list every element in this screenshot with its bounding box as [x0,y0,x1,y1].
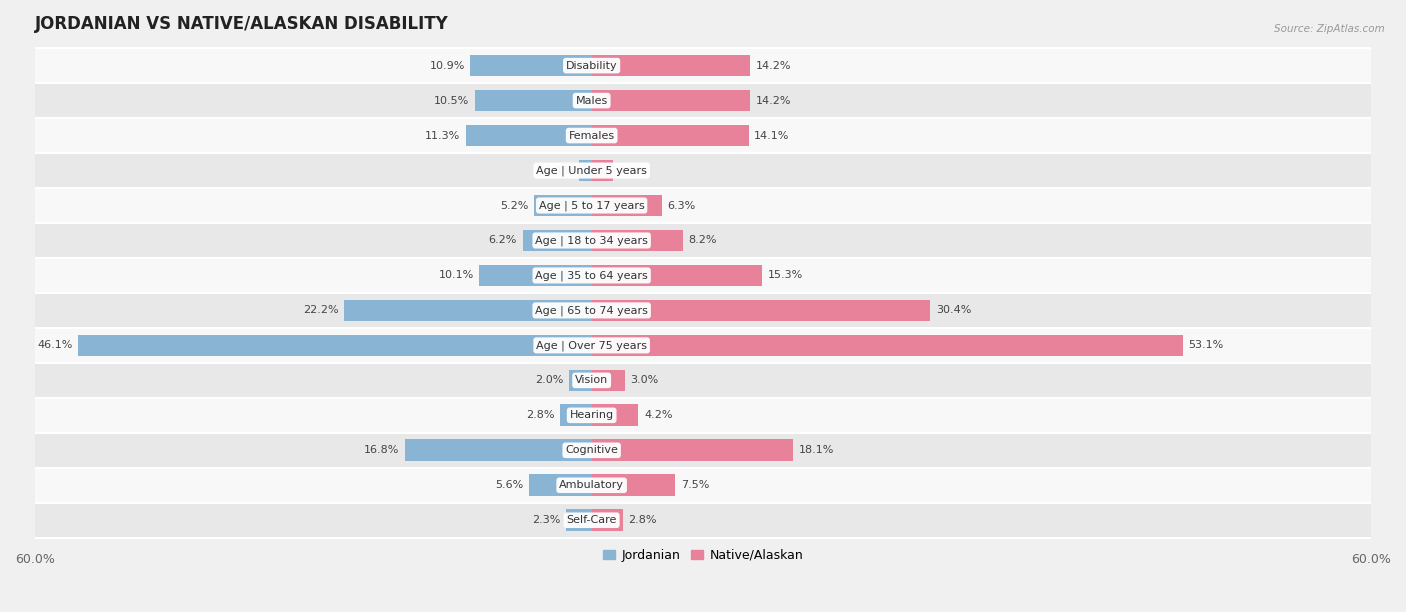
Bar [592,405,638,426]
Text: Vision: Vision [575,375,609,386]
Bar [475,90,592,111]
Bar [592,264,762,286]
Text: 5.6%: 5.6% [495,480,524,490]
Text: Age | 5 to 17 years: Age | 5 to 17 years [538,200,644,211]
Text: 2.0%: 2.0% [536,375,564,386]
Bar [592,55,749,76]
Text: 53.1%: 53.1% [1188,340,1223,351]
Bar [523,230,592,252]
Text: Age | 65 to 74 years: Age | 65 to 74 years [536,305,648,316]
Bar [592,474,675,496]
Text: 2.8%: 2.8% [628,515,657,525]
Bar [579,160,592,181]
Text: 11.3%: 11.3% [425,130,460,141]
Text: 4.2%: 4.2% [644,410,672,420]
Text: 30.4%: 30.4% [936,305,972,315]
Bar [592,335,1182,356]
Bar [35,48,1371,83]
Bar [592,195,662,217]
Bar [592,125,748,146]
Bar [567,509,592,531]
Text: 3.0%: 3.0% [631,375,659,386]
Text: 16.8%: 16.8% [364,446,399,455]
Bar [479,264,592,286]
Text: 46.1%: 46.1% [38,340,73,351]
Text: Age | Under 5 years: Age | Under 5 years [536,165,647,176]
Bar [470,55,592,76]
Bar [35,363,1371,398]
Text: 1.1%: 1.1% [546,165,574,176]
Text: Age | 35 to 64 years: Age | 35 to 64 years [536,271,648,281]
Bar [35,223,1371,258]
Text: 6.2%: 6.2% [489,236,517,245]
Bar [35,328,1371,363]
Text: Age | Over 75 years: Age | Over 75 years [536,340,647,351]
Text: Age | 18 to 34 years: Age | 18 to 34 years [536,235,648,246]
Text: Hearing: Hearing [569,410,613,420]
Bar [35,433,1371,468]
Bar [561,405,592,426]
Text: 15.3%: 15.3% [768,271,803,280]
Text: 14.1%: 14.1% [754,130,790,141]
Bar [592,160,613,181]
Bar [344,300,592,321]
Bar [592,370,626,391]
Bar [529,474,592,496]
Legend: Jordanian, Native/Alaskan: Jordanian, Native/Alaskan [598,543,808,567]
Text: 14.2%: 14.2% [755,61,790,70]
Bar [35,468,1371,503]
Text: Females: Females [568,130,614,141]
Text: 5.2%: 5.2% [499,201,529,211]
Text: 1.9%: 1.9% [619,165,647,176]
Bar [534,195,592,217]
Text: 10.5%: 10.5% [434,95,470,106]
Bar [569,370,592,391]
Text: 10.9%: 10.9% [429,61,465,70]
Bar [79,335,592,356]
Bar [35,503,1371,538]
Bar [35,293,1371,328]
Bar [592,300,931,321]
Text: 14.2%: 14.2% [755,95,790,106]
Bar [35,118,1371,153]
Text: Disability: Disability [565,61,617,70]
Bar [35,188,1371,223]
Text: Cognitive: Cognitive [565,446,619,455]
Text: 10.1%: 10.1% [439,271,474,280]
Bar [592,509,623,531]
Text: 8.2%: 8.2% [689,236,717,245]
Bar [35,258,1371,293]
Text: 2.8%: 2.8% [526,410,555,420]
Text: JORDANIAN VS NATIVE/ALASKAN DISABILITY: JORDANIAN VS NATIVE/ALASKAN DISABILITY [35,15,449,33]
Text: Source: ZipAtlas.com: Source: ZipAtlas.com [1274,24,1385,34]
Text: 18.1%: 18.1% [799,446,834,455]
Text: Males: Males [575,95,607,106]
Bar [592,439,793,461]
Bar [465,125,592,146]
Text: Ambulatory: Ambulatory [560,480,624,490]
Text: 7.5%: 7.5% [681,480,709,490]
Bar [592,230,683,252]
Bar [35,153,1371,188]
Text: Self-Care: Self-Care [567,515,617,525]
Bar [592,90,749,111]
Text: 22.2%: 22.2% [304,305,339,315]
Text: 6.3%: 6.3% [668,201,696,211]
Bar [405,439,592,461]
Text: 2.3%: 2.3% [531,515,561,525]
Bar [35,83,1371,118]
Bar [35,398,1371,433]
